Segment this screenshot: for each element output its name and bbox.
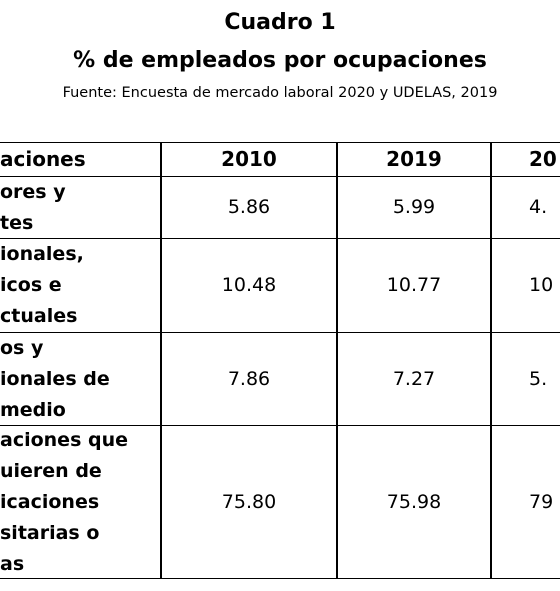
value-cell: 7.86 bbox=[160, 332, 338, 426]
source: Fuente: Encuesta de mercado laboral 2020… bbox=[62, 85, 498, 101]
header-text: 20 bbox=[529, 147, 557, 171]
value: 7.86 bbox=[227, 367, 271, 390]
title: Cuadro 1 bbox=[224, 10, 336, 35]
value-cell: 75.80 bbox=[160, 425, 338, 579]
table: aciones 2010 2019 20 ores y tes 5.86 5.99 4. iona… bbox=[0, 142, 560, 582]
value: 5.99 bbox=[392, 196, 436, 218]
label-line: medio bbox=[0, 398, 66, 421]
value: 10.48 bbox=[221, 274, 277, 296]
value-cell: 4. bbox=[490, 176, 560, 239]
label-line: aciones que bbox=[0, 428, 128, 451]
label-line: ionales de bbox=[0, 367, 110, 390]
row-label: ionales, icos e ctuales bbox=[0, 238, 162, 333]
value: 10 bbox=[529, 274, 554, 296]
value: 4. bbox=[529, 196, 548, 218]
value-cell: 75.98 bbox=[336, 425, 492, 579]
value: 75.98 bbox=[386, 490, 442, 513]
value: 7.27 bbox=[392, 367, 436, 390]
row-label: os y ionales de medio bbox=[0, 332, 162, 426]
subtitle: % de empleados por ocupaciones bbox=[73, 48, 487, 73]
header-text: 2019 bbox=[386, 147, 442, 171]
label-line: icaciones bbox=[0, 490, 100, 513]
value-cell: 5.86 bbox=[160, 176, 338, 239]
row-label: ores y tes bbox=[0, 176, 162, 239]
value-cell: 5. bbox=[490, 332, 560, 426]
header-cell: aciones bbox=[0, 142, 162, 177]
label-line: sitarias o bbox=[0, 521, 100, 544]
label-line: os y bbox=[0, 336, 44, 359]
value-cell: 10.77 bbox=[336, 238, 492, 333]
header-text: 2010 bbox=[221, 147, 277, 171]
value-cell: 10 bbox=[490, 238, 560, 333]
value-cell: 5.99 bbox=[336, 176, 492, 239]
value-cell: 7.27 bbox=[336, 332, 492, 426]
header-cell: 2019 bbox=[336, 142, 492, 177]
label-line: as bbox=[0, 552, 25, 575]
header-cell: 20 bbox=[490, 142, 560, 177]
label-line: tes bbox=[0, 211, 34, 234]
value: 75.80 bbox=[221, 490, 277, 513]
label-line: uieren de bbox=[0, 459, 102, 482]
value: 79 bbox=[529, 490, 554, 513]
value: 10.77 bbox=[386, 274, 442, 296]
header-text: aciones bbox=[0, 147, 86, 171]
label-line: ores y bbox=[0, 180, 66, 203]
label-line: ionales, bbox=[0, 243, 84, 265]
header-cell: 2010 bbox=[160, 142, 338, 177]
value-cell: 79 bbox=[490, 425, 560, 579]
value-cell: 10.48 bbox=[160, 238, 338, 333]
row-label: aciones que uieren de icaciones sitarias o a… bbox=[0, 425, 162, 579]
value: 5. bbox=[529, 367, 548, 390]
label-line: ctuales bbox=[0, 305, 78, 327]
value: 5.86 bbox=[227, 196, 271, 218]
label-line: icos e bbox=[0, 274, 62, 296]
